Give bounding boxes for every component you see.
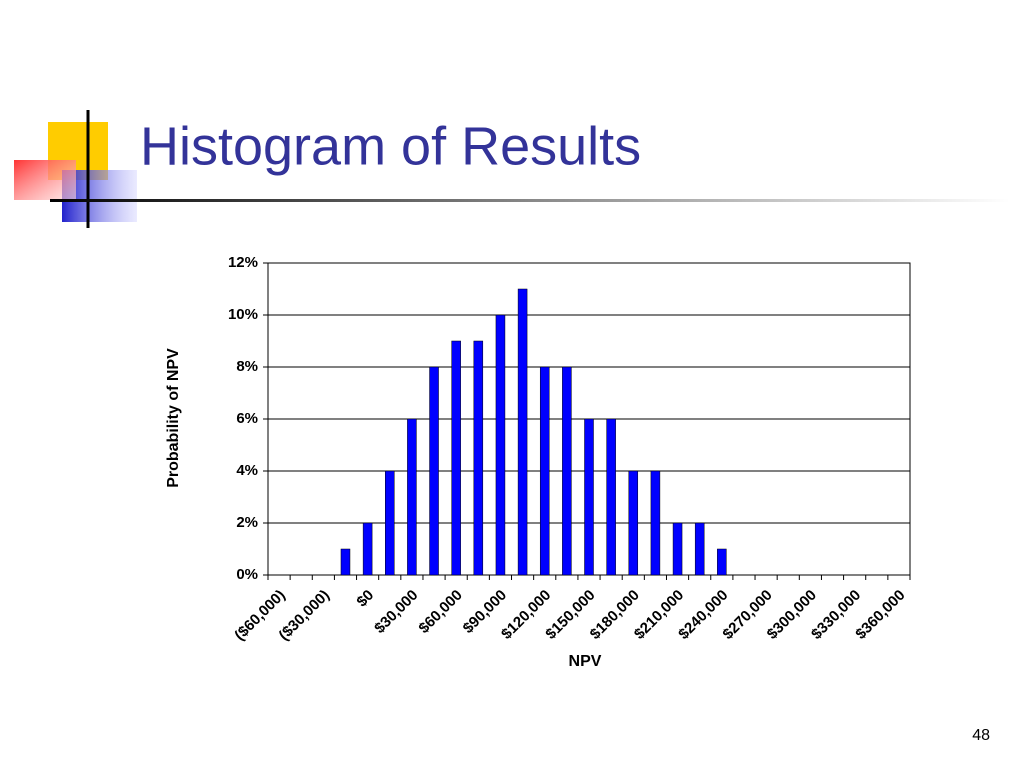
x-axis-label: NPV [569,653,602,670]
bar [584,418,594,576]
bar [429,366,439,576]
bar [495,314,506,576]
bar [385,470,395,576]
x-tick-label: $60,000 [415,587,465,637]
bar [650,470,661,576]
bar [539,366,550,576]
bar [562,366,572,576]
x-tick-label: $360,000 [852,587,908,643]
y-tick-label: 4% [236,462,258,479]
bar [340,548,351,576]
bar [517,288,528,576]
deco-red [14,160,76,200]
bar [362,522,373,576]
y-tick-label: 0% [236,566,258,583]
y-tick-label: 8% [236,358,258,375]
bar [473,340,484,576]
y-tick-label: 2% [236,514,258,531]
y-axis-label: Probability of NPV [165,348,182,488]
bar [451,340,461,576]
bar [717,548,727,576]
bar [694,522,705,576]
bar [606,418,616,576]
bar [407,418,417,576]
x-tick-label: $30,000 [371,587,421,637]
title-rule [50,199,1010,202]
bar [672,522,683,576]
y-tick-label: 12% [228,254,258,271]
x-tick-label: $0 [353,587,377,611]
bar [628,470,639,576]
y-tick-label: 6% [236,410,258,427]
page-number: 48 [972,727,990,744]
slide-title: Histogram of Results [140,116,641,176]
y-tick-label: 10% [228,306,258,323]
